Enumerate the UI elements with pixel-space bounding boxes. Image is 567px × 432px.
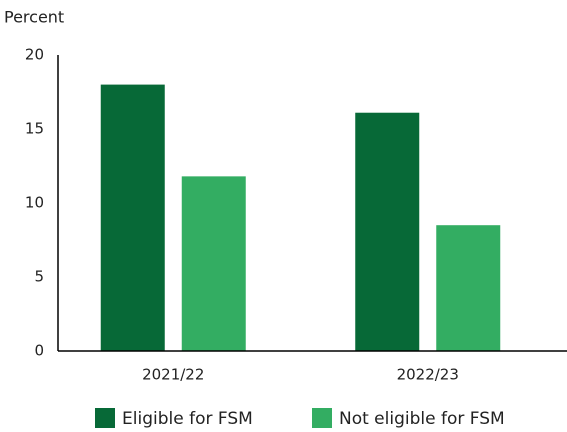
bar bbox=[100, 84, 165, 351]
x-tick-label: 2022/23 bbox=[397, 366, 459, 384]
y-tick-label: 15 bbox=[25, 120, 44, 138]
y-tick-label: 20 bbox=[25, 46, 44, 64]
bar bbox=[436, 225, 501, 351]
y-axis-label: Percent bbox=[4, 8, 64, 27]
legend-label: Eligible for FSM bbox=[122, 409, 253, 429]
legend-swatch bbox=[95, 408, 115, 428]
y-tick-label: 0 bbox=[34, 342, 44, 360]
y-tick-label: 5 bbox=[34, 268, 44, 286]
bar bbox=[181, 176, 246, 351]
legend-swatch bbox=[312, 408, 332, 428]
x-tick-label: 2021/22 bbox=[142, 366, 204, 384]
legend-label: Not eligible for FSM bbox=[339, 409, 505, 429]
y-tick-label: 10 bbox=[25, 194, 44, 212]
bar bbox=[355, 112, 420, 351]
